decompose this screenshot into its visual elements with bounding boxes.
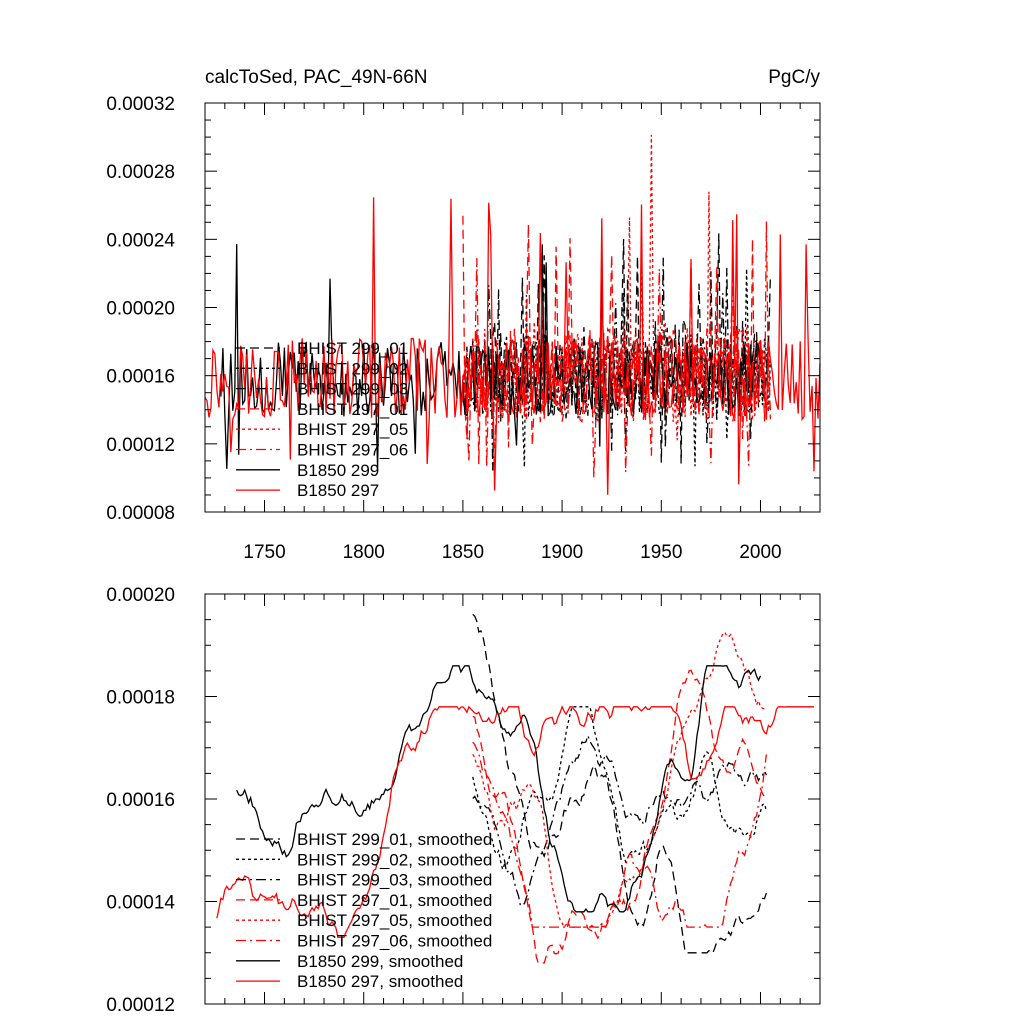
bottom-series-line xyxy=(216,705,814,939)
bottom-legend-label: BHIST 297_06, smoothed xyxy=(297,932,492,951)
bottom-series-line xyxy=(472,669,767,964)
top-chart-units: PgC/y xyxy=(768,67,820,88)
top-legend-label: B1850 299 xyxy=(297,461,379,480)
top-xtick-label: 1800 xyxy=(343,542,385,563)
top-plot-frame xyxy=(204,102,821,513)
bottom-series-line xyxy=(472,706,768,872)
top-xtick-label: 1900 xyxy=(541,542,583,563)
top-series-line xyxy=(462,257,772,471)
top-legend-label: BHIST 297_06 xyxy=(297,441,408,460)
bottom-legend-label: BHIST 299_03, smoothed xyxy=(297,871,492,890)
top-legend-label: BHIST 299_01 xyxy=(297,339,408,358)
bottom-axes: 0.00012 0.00014 0.00016 0.00018 0.00020 xyxy=(106,585,821,1016)
top-ytick-label: 0.00028 xyxy=(106,162,175,183)
bottom-ytick-label: 0.00012 xyxy=(106,995,175,1016)
bottom-series-line xyxy=(472,631,767,929)
bottom-series-line xyxy=(472,741,768,928)
bottom-legend-label: BHIST 297_05, smoothed xyxy=(297,911,492,930)
bottom-ytick-label: 0.00016 xyxy=(106,790,175,811)
top-xtick-label: 1850 xyxy=(442,542,484,563)
bottom-ytick-label: 0.00018 xyxy=(106,688,175,709)
top-legend-label: BHIST 297_01 xyxy=(297,400,408,419)
top-legend-label: B1850 297 xyxy=(297,481,379,500)
top-ytick-label: 0.00024 xyxy=(106,230,175,251)
top-legend-label: BHIST 297_05 xyxy=(297,420,408,439)
bottom-ytick-label: 0.00014 xyxy=(106,893,175,914)
top-panel: calcToSed, PAC_49N-66N PgC/y 0.000080.00… xyxy=(106,67,821,563)
bottom-series-line xyxy=(236,665,762,913)
bottom-legend-label: BHIST 299_01, smoothed xyxy=(297,830,492,849)
bottom-legend-label: B1850 297, smoothed xyxy=(297,972,463,991)
bottom-series-line xyxy=(472,613,768,954)
top-legend-label: BHIST 299_02 xyxy=(297,359,408,378)
bottom-legend-label: BHIST 299_02, smoothed xyxy=(297,850,492,869)
top-chart-title: calcToSed, PAC_49N-66N xyxy=(205,67,427,88)
bottom-series-group xyxy=(216,613,814,964)
top-ytick-label: 0.00012 xyxy=(106,435,175,456)
top-ytick-label: 0.00008 xyxy=(106,503,175,524)
bottom-legend-label: B1850 299, smoothed xyxy=(297,952,463,971)
top-xtick-label: 1950 xyxy=(640,542,682,563)
top-series-line xyxy=(462,134,772,441)
bottom-panel: 0.00012 0.00014 0.00016 0.00018 0.00020 BHIS… xyxy=(106,585,821,1016)
top-legend-label: BHIST 299_03 xyxy=(297,380,408,399)
top-xtick-label: 2000 xyxy=(739,542,781,563)
top-ytick-label: 0.00032 xyxy=(106,94,175,115)
top-series-group xyxy=(204,134,821,495)
top-xtick-label: 1750 xyxy=(243,542,285,563)
top-axes: 0.00008 0.00012 0.00016 0.00020 0.00024 0.000… xyxy=(106,94,821,563)
bottom-legend-label: BHIST 297_01, smoothed xyxy=(297,891,492,910)
bottom-ytick-label: 0.00020 xyxy=(106,585,175,606)
top-ytick-label: 0.00020 xyxy=(106,299,175,320)
top-series-line xyxy=(204,197,821,495)
bottom-plot-frame xyxy=(204,593,821,1005)
bottom-series-line xyxy=(472,733,767,907)
top-ytick-label: 0.00016 xyxy=(106,367,175,388)
